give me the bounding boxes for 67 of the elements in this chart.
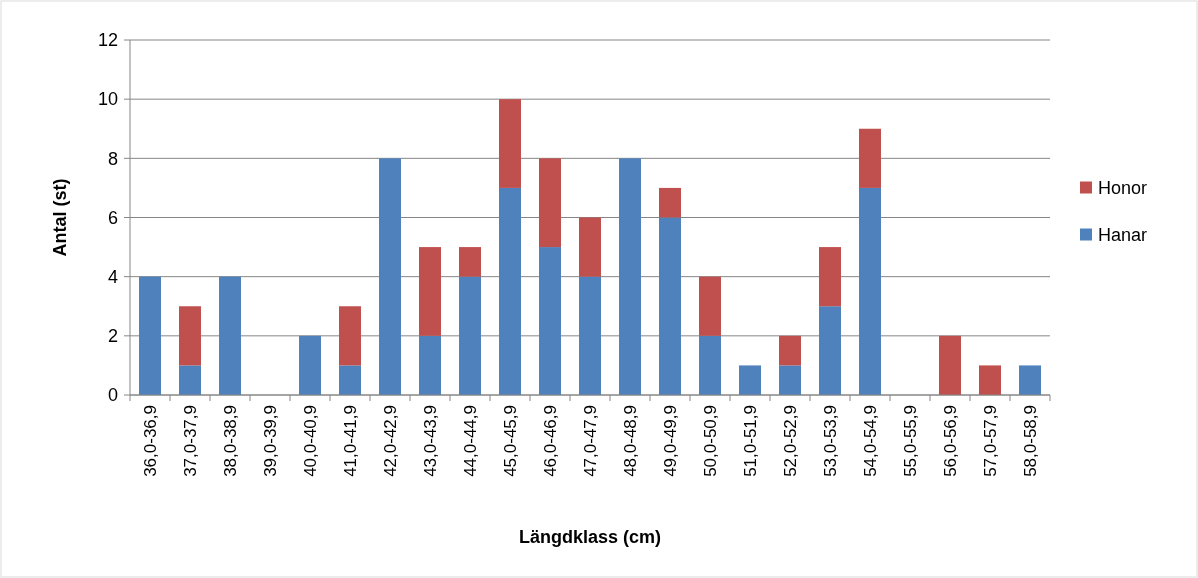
bar bbox=[339, 306, 361, 366]
bar bbox=[579, 217, 601, 277]
x-tick-label: 39,0-39,9 bbox=[260, 405, 280, 477]
x-tick-label: 52,0-52,9 bbox=[780, 405, 800, 477]
bar bbox=[379, 158, 401, 395]
bar bbox=[579, 276, 601, 395]
x-tick-label: 51,0-51,9 bbox=[740, 405, 760, 477]
x-tick-label: 54,0-54,9 bbox=[860, 405, 880, 477]
x-tick-label: 49,0-49,9 bbox=[660, 405, 680, 477]
x-axis-title: Längdklass (cm) bbox=[518, 527, 662, 547]
bar bbox=[699, 276, 721, 336]
x-tick-label: 46,0-46,9 bbox=[540, 405, 560, 477]
bar bbox=[179, 365, 201, 395]
bar bbox=[339, 365, 361, 395]
x-tick-label: 44,0-44,9 bbox=[460, 405, 480, 477]
y-tick-label: 12 bbox=[97, 30, 118, 51]
x-tick-label: 36,0-36,9 bbox=[140, 405, 160, 477]
x-tick-label: 42,0-42,9 bbox=[380, 405, 400, 477]
y-tick-label: 6 bbox=[107, 207, 118, 228]
x-tick-label: 55,0-55,9 bbox=[900, 405, 920, 477]
bar bbox=[499, 187, 521, 395]
x-tick-label: 57,0-57,9 bbox=[980, 405, 1000, 477]
bar bbox=[419, 335, 441, 395]
x-tick-label: 41,0-41,9 bbox=[340, 405, 360, 477]
bar bbox=[619, 158, 641, 395]
bar bbox=[139, 276, 161, 395]
bar bbox=[659, 217, 681, 395]
x-tick-label: 37,0-37,9 bbox=[180, 405, 200, 477]
bar bbox=[739, 365, 761, 395]
x-tick-label: 45,0-45,9 bbox=[500, 405, 520, 477]
bar bbox=[819, 247, 841, 307]
y-tick-label: 2 bbox=[107, 326, 118, 347]
legend-label: Hanar bbox=[1098, 224, 1148, 245]
x-tick-label: 53,0-53,9 bbox=[820, 405, 840, 477]
x-tick-label: 50,0-50,9 bbox=[700, 405, 720, 477]
x-tick-label: 43,0-43,9 bbox=[420, 405, 440, 477]
bar bbox=[939, 335, 961, 395]
bar bbox=[179, 306, 201, 366]
y-tick-label: 10 bbox=[97, 89, 118, 110]
x-tick-label: 56,0-56,9 bbox=[940, 405, 960, 477]
bar bbox=[299, 335, 321, 395]
bar bbox=[1019, 365, 1041, 395]
bar bbox=[539, 247, 561, 395]
x-tick-label: 48,0-48,9 bbox=[620, 405, 640, 477]
bar bbox=[419, 247, 441, 336]
y-tick-label: 4 bbox=[107, 266, 118, 287]
bar bbox=[859, 128, 881, 188]
bar bbox=[979, 365, 1001, 395]
legend-label: Honor bbox=[1098, 177, 1148, 198]
x-tick-label: 38,0-38,9 bbox=[220, 405, 240, 477]
bar bbox=[219, 276, 241, 395]
bar bbox=[659, 187, 681, 218]
x-tick-label: 40,0-40,9 bbox=[300, 405, 320, 477]
bar bbox=[859, 187, 881, 395]
x-tick-label: 58,0-58,9 bbox=[1020, 405, 1040, 477]
y-tick-label: 0 bbox=[107, 385, 118, 406]
y-axis-title: Antal (st) bbox=[50, 178, 70, 257]
y-tick-label: 8 bbox=[107, 148, 118, 169]
bar bbox=[779, 335, 801, 366]
bar bbox=[459, 247, 481, 277]
bar bbox=[499, 99, 521, 188]
bar bbox=[779, 365, 801, 395]
bar bbox=[539, 158, 561, 248]
x-tick-label: 47,0-47,9 bbox=[580, 405, 600, 477]
bar bbox=[699, 335, 721, 395]
bar bbox=[459, 276, 481, 395]
bar bbox=[819, 306, 841, 395]
